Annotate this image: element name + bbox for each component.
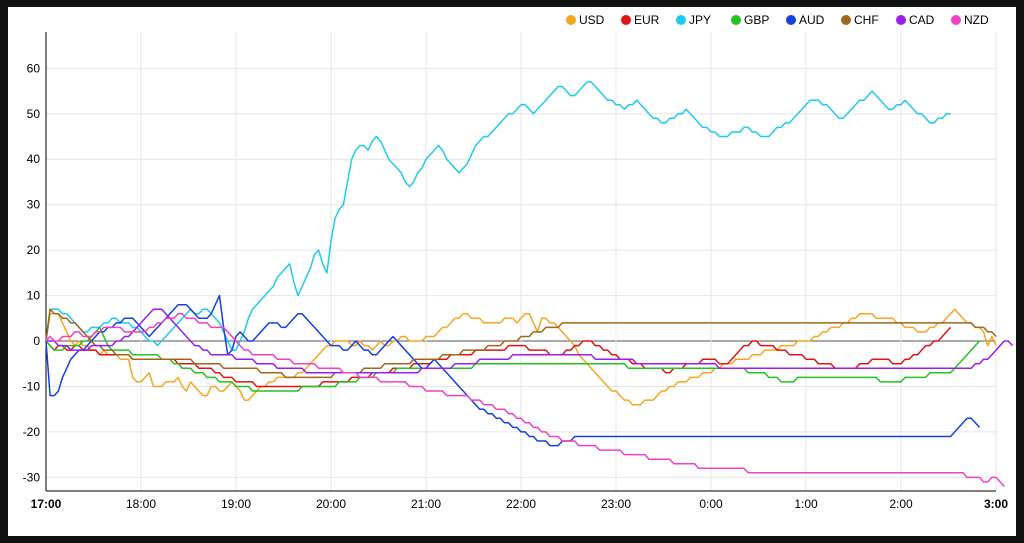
legend-swatch bbox=[621, 15, 631, 25]
y-tick-label: -20 bbox=[23, 425, 41, 439]
legend-swatch bbox=[676, 15, 686, 25]
y-tick-label: 60 bbox=[27, 61, 41, 75]
legend-label: USD bbox=[579, 13, 605, 27]
legend-swatch bbox=[731, 15, 741, 25]
x-tick-label: 17:00 bbox=[31, 497, 62, 511]
x-tick-label: 2:00 bbox=[889, 497, 913, 511]
legend-swatch bbox=[896, 15, 906, 25]
legend-item-eur[interactable]: EUR bbox=[621, 13, 660, 27]
series-line-eur bbox=[45, 326, 952, 388]
legend-label: JPY bbox=[689, 13, 711, 27]
legend-item-chf[interactable]: CHF bbox=[841, 13, 879, 27]
y-tick-label: 0 bbox=[33, 334, 40, 348]
legend-swatch bbox=[566, 15, 576, 25]
series-line-gbp bbox=[45, 326, 981, 392]
legend-item-usd[interactable]: USD bbox=[566, 13, 605, 27]
legend-label: AUD bbox=[799, 13, 825, 27]
grid bbox=[45, 32, 997, 491]
series-lines bbox=[45, 81, 1014, 488]
x-tick-label: 18:00 bbox=[126, 497, 156, 511]
x-tick-label: 21:00 bbox=[411, 497, 441, 511]
series-line-jpy bbox=[45, 81, 951, 351]
legend-item-jpy[interactable]: JPY bbox=[676, 13, 711, 27]
legend-item-gbp[interactable]: GBP bbox=[731, 13, 769, 27]
legend-label: CAD bbox=[909, 13, 935, 27]
x-tick-label: 3:00 bbox=[984, 497, 1008, 511]
legend-label: GBP bbox=[744, 13, 769, 27]
x-tick-label: 23:00 bbox=[601, 497, 631, 511]
y-tick-label: 20 bbox=[27, 243, 41, 257]
axes: -30 -20 -10 0 10 20 30 40 50 60 17:00 18:00 19:00 20:… bbox=[23, 32, 1008, 511]
chart-panel: -30 -20 -10 0 10 20 30 40 50 60 17:00 18:00 19:00 20:… bbox=[8, 7, 1016, 536]
legend-swatch bbox=[841, 15, 851, 25]
fx-line-chart: -30 -20 -10 0 10 20 30 40 50 60 17:00 18:00 19:00 20:… bbox=[23, 13, 1014, 511]
legend-label: NZD bbox=[964, 13, 989, 27]
y-tick-label: 30 bbox=[27, 198, 41, 212]
legend-item-aud[interactable]: AUD bbox=[786, 13, 825, 27]
y-tick-label: 10 bbox=[27, 289, 41, 303]
x-tick-label: 22:00 bbox=[506, 497, 536, 511]
series-line-chf bbox=[45, 308, 997, 379]
legend-swatch bbox=[951, 15, 961, 25]
y-tick-label: 40 bbox=[27, 152, 41, 166]
y-tick-label: -30 bbox=[23, 470, 41, 484]
series-line-usd bbox=[45, 308, 997, 406]
x-tick-label: 19:00 bbox=[221, 497, 251, 511]
legend-item-cad[interactable]: CAD bbox=[896, 13, 935, 27]
legend-item-nzd[interactable]: NZD bbox=[951, 13, 989, 27]
series-line-nzd bbox=[45, 313, 1005, 488]
y-tick-label: -10 bbox=[23, 379, 41, 393]
legend[interactable]: USD EUR JPY GBP AUD CHF CAD NZD bbox=[566, 13, 989, 27]
x-tick-label: 1:00 bbox=[794, 497, 818, 511]
legend-label: EUR bbox=[634, 13, 660, 27]
legend-swatch bbox=[786, 15, 796, 25]
series-line-cad bbox=[46, 308, 1014, 374]
x-tick-label: 0:00 bbox=[699, 497, 723, 511]
legend-label: CHF bbox=[854, 13, 879, 27]
series-line-aud bbox=[45, 294, 981, 447]
x-tick-label: 20:00 bbox=[316, 497, 346, 511]
y-tick-label: 50 bbox=[27, 107, 41, 121]
